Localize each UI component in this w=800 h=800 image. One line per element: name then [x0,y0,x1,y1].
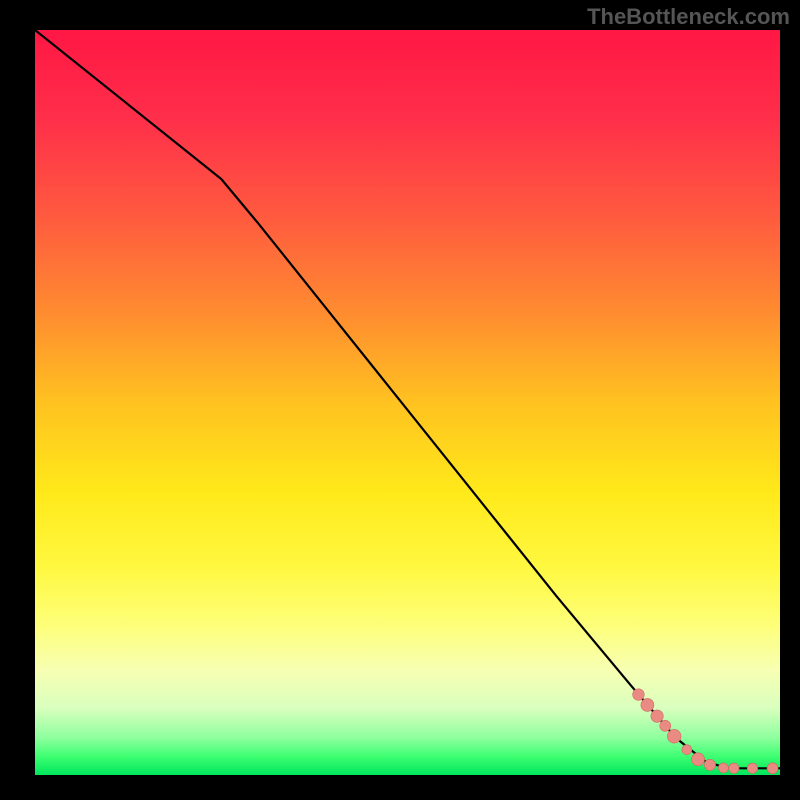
plot-background [35,30,780,775]
data-marker [729,763,739,773]
chart-container: TheBottleneck.com [0,0,800,800]
data-marker [682,745,692,755]
data-marker [667,729,681,743]
data-marker [747,763,757,773]
data-marker [692,753,705,766]
data-marker [651,710,663,722]
chart-svg [0,0,800,800]
data-marker [718,763,728,773]
data-marker [767,763,778,774]
data-marker [704,759,715,770]
data-marker [633,689,645,701]
data-marker [660,720,671,731]
watermark-text: TheBottleneck.com [587,4,790,30]
data-marker [641,698,654,711]
